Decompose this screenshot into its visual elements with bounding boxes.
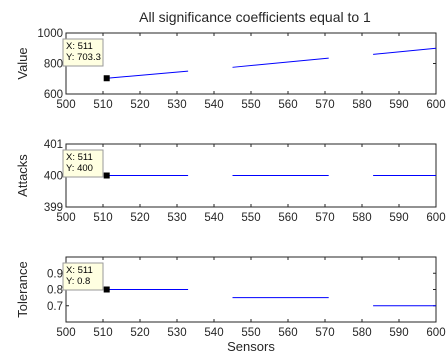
x-tick-label: 520 [130, 327, 149, 339]
x-tick-label: 510 [93, 99, 112, 111]
x-tick-label: 550 [241, 99, 260, 111]
y-tick-label: 0.9 [47, 268, 63, 280]
x-tick-label: 600 [426, 327, 445, 339]
x-tick-label: 510 [93, 212, 112, 224]
x-tick-label: 590 [389, 99, 408, 111]
x-tick-label: 560 [278, 99, 297, 111]
x-tick-label: 540 [204, 99, 223, 111]
x-tick-label: 500 [56, 327, 75, 339]
x-tick-label: 550 [241, 212, 260, 224]
figure-title: All significance coefficients equal to 1 [139, 9, 371, 25]
x-tick-label: 530 [167, 99, 186, 111]
x-tick-label: 520 [130, 99, 149, 111]
datatip-text: Y: 0.8 [66, 276, 90, 287]
y-tick-label: 600 [44, 89, 63, 101]
datatip-text: Y: 400 [66, 163, 93, 174]
x-tick-label: 600 [426, 212, 445, 224]
x-tick-label: 580 [352, 212, 371, 224]
datatip-marker[interactable] [104, 173, 110, 179]
x-tick-label: 590 [389, 327, 408, 339]
x-tick-label: 520 [130, 212, 149, 224]
x-tick-label: 580 [352, 327, 371, 339]
datatip-text: X: 511 [66, 265, 93, 276]
x-axis-label: Sensors [227, 339, 275, 354]
datatip-text: X: 511 [66, 152, 93, 163]
x-tick-label: 550 [241, 327, 260, 339]
x-tick-label: 510 [93, 327, 112, 339]
x-tick-label: 560 [278, 327, 297, 339]
x-tick-label: 580 [352, 99, 371, 111]
x-tick-label: 570 [315, 327, 334, 339]
x-tick-label: 560 [278, 212, 297, 224]
x-tick-label: 590 [389, 212, 408, 224]
y-axis-label: Tolerance [15, 261, 30, 317]
x-tick-label: 600 [426, 99, 445, 111]
x-tick-label: 570 [315, 212, 334, 224]
datatip-marker[interactable] [104, 287, 110, 293]
y-axis-label: Attacks [15, 154, 30, 197]
y-tick-label: 0.7 [47, 301, 63, 313]
y-tick-label: 1000 [37, 28, 63, 40]
x-tick-label: 540 [204, 212, 223, 224]
subplots: 500 510 520 530 540 550 560 570 580 590 600 600 800 1… [15, 28, 446, 354]
x-tick-label: 530 [167, 212, 186, 224]
datatip-text: Y: 703.3 [66, 52, 101, 63]
datatip-marker[interactable] [104, 75, 110, 81]
y-tick-label: 400 [44, 171, 63, 183]
datatip-text: X: 511 [66, 41, 93, 52]
x-tick-label: 530 [167, 327, 186, 339]
y-tick-label: 800 [44, 59, 63, 71]
y-tick-label: 399 [44, 202, 63, 214]
x-tick-label: 570 [315, 99, 334, 111]
y-tick-label: 0.8 [47, 285, 63, 297]
x-tick-label: 540 [204, 327, 223, 339]
axes-box [66, 33, 436, 94]
y-axis-label: Value [15, 47, 30, 79]
y-tick-label: 401 [44, 139, 63, 151]
